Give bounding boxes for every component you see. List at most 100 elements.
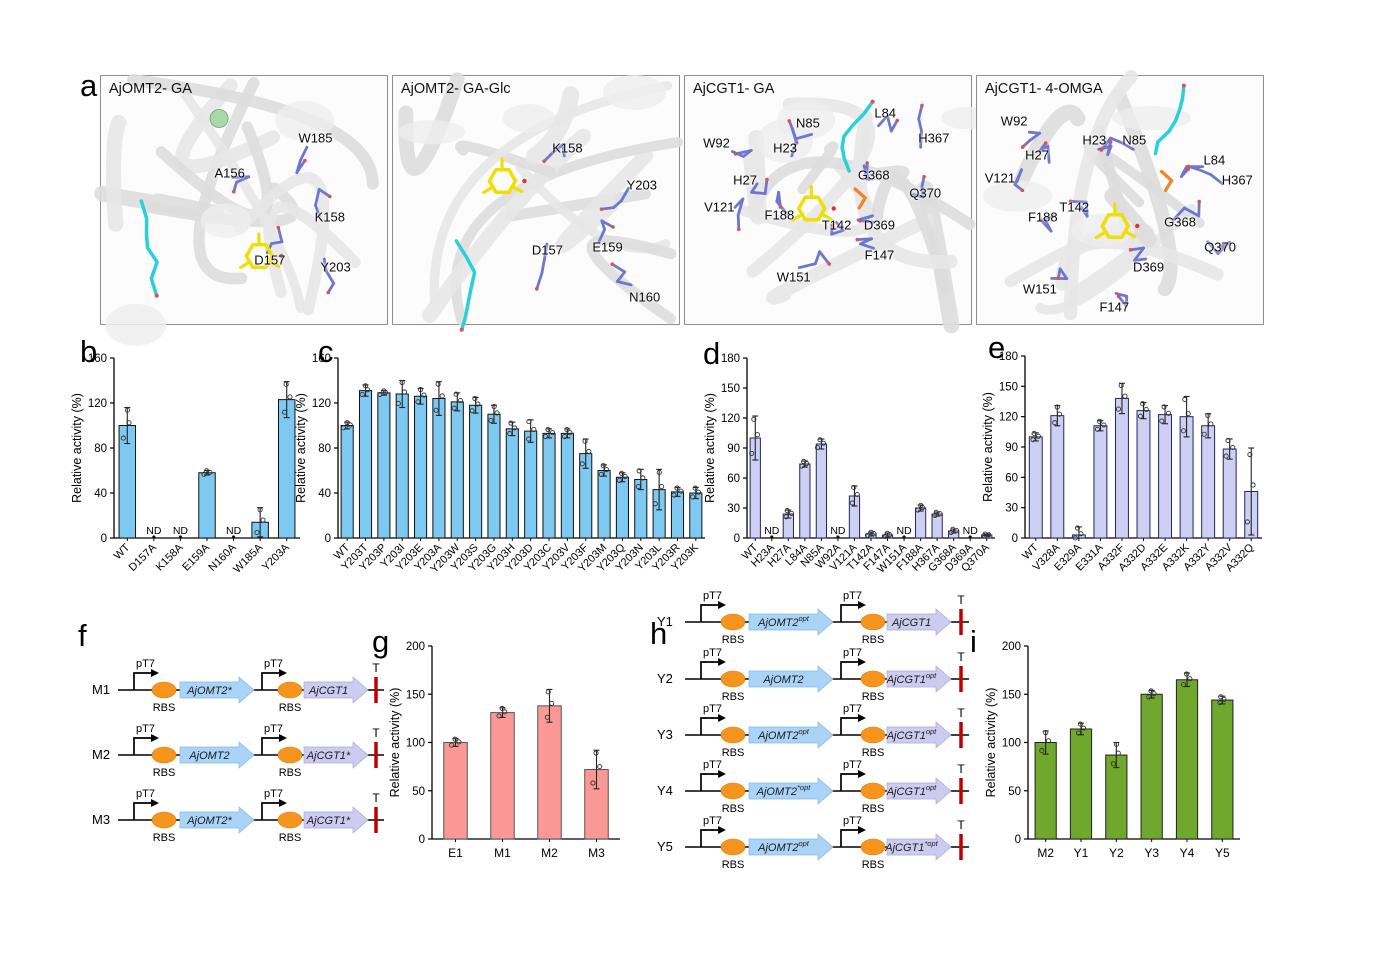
data-point <box>678 488 684 494</box>
data-point <box>526 436 532 442</box>
data-point <box>1244 519 1250 525</box>
data-point <box>550 430 556 436</box>
y-tick-label: 50 <box>412 786 425 798</box>
y-tick-label: 60 <box>1005 472 1018 484</box>
data-point <box>1250 482 1256 488</box>
oxygen-atom <box>733 152 738 156</box>
data-point <box>491 404 497 410</box>
ribbon-decoration <box>397 120 466 145</box>
residue-sticks <box>736 213 741 231</box>
data-point <box>1205 412 1211 419</box>
promoter-label: pT7 <box>703 590 722 602</box>
residue-sticks <box>317 187 332 198</box>
residue-sticks <box>1114 292 1129 298</box>
data-point <box>1081 725 1087 731</box>
data-point <box>544 714 550 720</box>
data-point <box>439 393 445 399</box>
promoter-label: pT7 <box>703 703 722 715</box>
y-tick-label: 160 <box>88 353 107 365</box>
residue-sticks <box>1028 131 1042 142</box>
data-point <box>689 494 696 500</box>
panel-letter-d: d <box>703 336 721 371</box>
residue-sticks <box>790 140 798 158</box>
data-point <box>1118 383 1124 389</box>
data-point <box>201 471 207 477</box>
data-point <box>1030 437 1036 443</box>
oxygen-atom <box>765 177 769 182</box>
residue-label: H27 <box>733 172 757 188</box>
data-point <box>695 489 702 495</box>
nd-label: ND <box>146 525 162 537</box>
residue-sticks <box>1013 168 1023 186</box>
rbs-label: RBS <box>153 767 176 779</box>
rbs-marker <box>151 811 177 829</box>
residue-sticks <box>535 271 544 291</box>
panel-letter-h: h <box>650 616 668 651</box>
terminator-label: T <box>372 726 380 740</box>
panel-letter-f: f <box>78 618 87 653</box>
phosphate-sticks <box>1159 169 1174 183</box>
data-point <box>597 764 603 770</box>
promoter-arrowhead <box>718 658 726 666</box>
gene-arrow <box>748 721 834 749</box>
data-point <box>1146 694 1152 700</box>
construct-name: M3 <box>92 812 110 827</box>
promoter-label: pT7 <box>703 815 722 827</box>
structure-title: AjOMT2- GA <box>109 81 192 97</box>
data-point <box>1045 738 1052 744</box>
gene-label: AjOMT2 <box>188 750 229 762</box>
category-label: WT <box>112 541 133 562</box>
data-point <box>287 394 293 400</box>
residue-label: D157 <box>254 252 286 268</box>
y-tick-label: 90 <box>1005 442 1018 454</box>
residue-label: H367 <box>1221 172 1253 188</box>
data-point <box>1075 730 1082 736</box>
data-point <box>120 435 126 441</box>
data-point <box>282 409 288 415</box>
y-axis-title: Relative activity (%) <box>981 392 995 502</box>
ribbon-decoration <box>853 110 958 269</box>
residue-sticks <box>1183 206 1201 218</box>
phosphate-sticks <box>1163 178 1174 193</box>
ribbon-decoration <box>275 101 334 141</box>
rbs-label: RBS <box>279 767 302 779</box>
data-point <box>932 512 938 518</box>
data-point <box>1031 430 1037 437</box>
substrate-ligand <box>244 242 275 270</box>
data-point <box>1143 406 1149 412</box>
construct-name: Y2 <box>657 671 673 686</box>
promoter-arrowhead <box>858 770 866 778</box>
data-point <box>849 500 855 506</box>
gene-label: AjCGT1opt <box>886 727 937 742</box>
promoter-arrowhead <box>279 669 287 677</box>
y-tick-label: 150 <box>999 381 1018 393</box>
structure-panel-ajomt2-ga: AjOMT2- GA W185 A156 K158 D157 Y203 <box>94 74 388 346</box>
structure-rendering <box>731 97 994 334</box>
bar <box>358 390 373 539</box>
construct-svg: M1 pT7 RBS AjOMT2* pT7 RBS AjCGT1 T M2 pT7 RBS AjOM… <box>92 658 384 844</box>
promoter-arrowhead <box>858 601 866 609</box>
promoter-arrowhead <box>718 714 726 722</box>
residue-sticks <box>597 228 606 244</box>
gene-arrow <box>748 665 834 693</box>
bar <box>1034 742 1057 840</box>
gene-arrow <box>179 676 255 704</box>
data-point <box>1221 696 1227 703</box>
nd-label: ND <box>830 525 846 537</box>
y-tick-label: 30 <box>1005 503 1018 515</box>
residue-sticks <box>858 214 874 223</box>
chart-svg-i: 0 50 100 150 200 Relative activity (%) M2 Y1 Y2 Y… <box>984 641 1240 860</box>
data-point <box>545 427 551 433</box>
data-point <box>340 425 347 431</box>
gene-arrow <box>179 741 255 769</box>
category-label: E159A <box>180 541 212 573</box>
residue-label: F188 <box>764 207 795 223</box>
promoter-arrowhead <box>858 826 866 834</box>
bar <box>1201 425 1216 539</box>
data-point <box>543 433 549 440</box>
gene-arrow <box>886 833 952 861</box>
terminator-label: T <box>957 706 965 720</box>
oxygen-atom <box>303 158 307 163</box>
ribbon-decoration <box>743 130 767 225</box>
residue-sticks <box>1120 141 1135 151</box>
